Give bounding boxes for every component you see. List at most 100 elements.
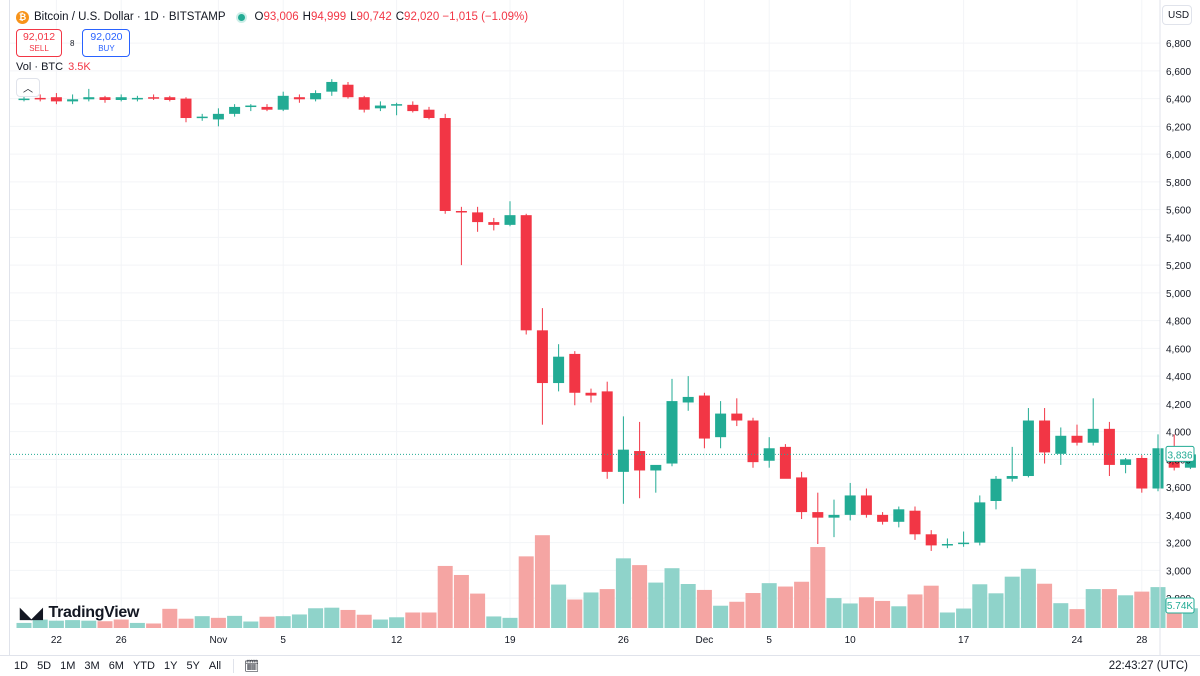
candle — [909, 506, 921, 540]
candle — [488, 217, 500, 231]
candle-body — [83, 97, 95, 100]
range-1y[interactable]: 1Y — [163, 660, 178, 672]
tradingview-icon: ◣◢ — [20, 605, 43, 622]
high-value: 94,999 — [310, 11, 347, 23]
candle — [229, 104, 241, 117]
sell-price: 92,012 — [22, 31, 56, 43]
symbol-header: ₿ Bitcoin / U.S. Dollar · 1D · BITSTAMP … — [16, 8, 532, 26]
tradingview-logo[interactable]: ◣◢ TradingView — [20, 604, 139, 622]
candle — [1152, 434, 1164, 492]
buy-button[interactable]: 92,020 BUY — [82, 29, 131, 57]
candle — [1006, 446, 1018, 482]
drawing-toolbar[interactable] — [0, 0, 10, 655]
range-3m[interactable]: 3M — [84, 660, 100, 672]
candle-body — [601, 391, 613, 472]
candle-body — [326, 81, 338, 92]
candle — [682, 376, 694, 411]
price-tick-label: 4,800 — [1166, 317, 1191, 328]
symbol-title[interactable]: Bitcoin / U.S. Dollar · 1D · BITSTAMP — [34, 11, 226, 23]
candle — [326, 79, 338, 96]
volume-bar — [1020, 568, 1036, 628]
candle — [828, 499, 840, 538]
volume-bar — [356, 614, 372, 628]
candle-body — [358, 97, 370, 110]
volume-bar — [16, 622, 32, 628]
high-label: H — [302, 11, 311, 23]
close-value: 92,020 −1,015 (−1.09%) — [404, 11, 529, 23]
volume-bar — [648, 582, 664, 628]
time-tick-label: 17 — [958, 635, 970, 646]
calendar-icon[interactable]: 🗓 — [244, 659, 260, 673]
volume-bar — [745, 593, 761, 628]
range-5y[interactable]: 5Y — [186, 660, 200, 672]
candle-body — [115, 97, 127, 100]
volume-bar — [129, 622, 145, 628]
clock-time[interactable]: 22:43:27 (UTC) — [1108, 660, 1188, 672]
range-1d[interactable]: 1D — [14, 660, 29, 672]
volume-bar — [308, 608, 324, 628]
price-tick-label: 4,000 — [1166, 428, 1191, 439]
candle-body — [731, 413, 743, 421]
candle-body — [844, 495, 856, 515]
range-all[interactable]: All — [208, 660, 222, 672]
currency-selector[interactable]: USD — [1162, 5, 1192, 25]
volume-bar — [810, 547, 826, 628]
range-1m[interactable]: 1M — [60, 660, 76, 672]
volume-bar — [227, 615, 243, 628]
last-price-label: 3,836 — [1167, 450, 1192, 461]
price-tick-label: 5,600 — [1166, 206, 1191, 217]
volume-bar — [1118, 595, 1134, 628]
candle — [34, 94, 46, 102]
volume-bar — [875, 600, 891, 628]
candle — [407, 101, 419, 113]
candle-body — [229, 106, 241, 114]
open-label: O — [254, 11, 264, 23]
candle-body — [958, 542, 970, 545]
candle — [715, 401, 727, 449]
candle-body — [877, 514, 889, 522]
candle — [974, 495, 986, 546]
candle-body — [860, 495, 872, 515]
candle — [860, 488, 872, 518]
candle-body — [536, 330, 548, 384]
volume-bar — [923, 585, 939, 628]
volume-bar — [891, 606, 907, 628]
time-tick-label: 26 — [618, 635, 630, 646]
open-value: 93,006 — [263, 11, 299, 23]
price-tick-label: 3,600 — [1166, 483, 1191, 494]
time-tick-label: 10 — [845, 635, 857, 646]
buy-price: 92,020 — [90, 31, 123, 43]
candle-body — [1071, 435, 1083, 443]
candle-body — [1152, 448, 1164, 489]
price-tick-label: 6,000 — [1166, 150, 1191, 161]
volume-bar — [988, 593, 1004, 628]
low-label: L — [350, 11, 357, 23]
volume-bar — [1101, 589, 1117, 628]
price-tick-label: 5,800 — [1166, 178, 1191, 189]
volume-bar — [583, 592, 599, 628]
candle-body — [391, 104, 403, 106]
price-tick-label: 3,200 — [1166, 539, 1191, 550]
volume-bar — [194, 616, 210, 628]
candle-body — [634, 451, 646, 471]
volume-bar — [794, 581, 810, 628]
volume-legend[interactable]: Vol · BTC 3.5K — [16, 61, 91, 73]
candle — [877, 512, 889, 525]
volume-bar — [956, 608, 972, 628]
candle-body — [407, 104, 419, 112]
toolbar-divider — [233, 659, 235, 673]
candle-body — [682, 396, 694, 403]
collapse-legend-button[interactable]: ︿ — [16, 78, 40, 97]
price-chart[interactable]: 6,800 6,600 6,400 6,200 6,000 5,800 5,600 5,400… — [0, 0, 1200, 655]
range-6m[interactable]: 6M — [108, 660, 124, 672]
volume-bar — [729, 601, 745, 628]
candle-body — [1039, 420, 1051, 453]
sell-button[interactable]: 92,012 SELL — [16, 29, 62, 57]
range-5d[interactable]: 5D — [37, 660, 52, 672]
buy-label: BUY — [98, 44, 115, 53]
candle — [812, 492, 824, 545]
range-ytd[interactable]: YTD — [132, 660, 155, 672]
candle — [520, 213, 532, 335]
candle-body — [941, 544, 953, 546]
time-tick-label: 24 — [1071, 635, 1083, 646]
